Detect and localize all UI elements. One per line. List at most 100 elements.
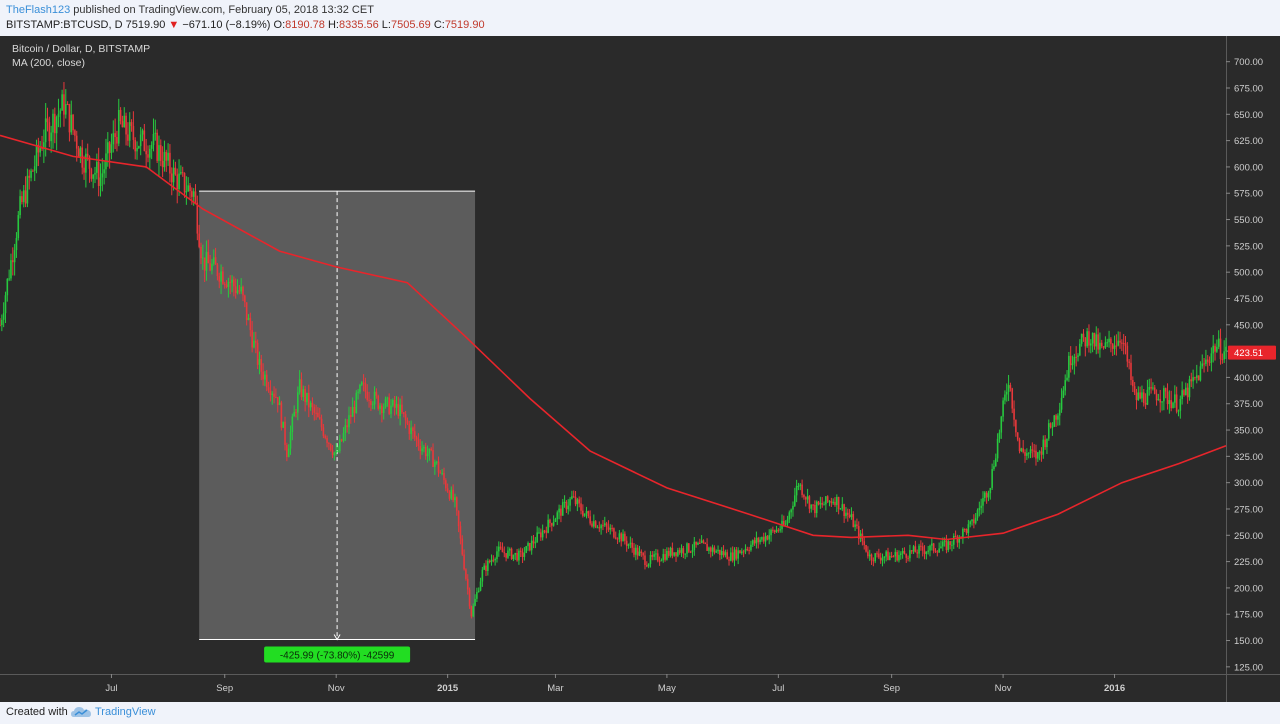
candle-body xyxy=(614,537,617,539)
candle-body xyxy=(622,533,624,542)
measure-label-text: -425.99 (-73.80%) -42599 xyxy=(280,650,395,661)
candle-body xyxy=(402,412,405,415)
candle-body xyxy=(1053,415,1056,427)
candle-body xyxy=(1130,362,1132,381)
candle-body xyxy=(273,393,275,397)
candle-body xyxy=(739,550,741,554)
candle-body xyxy=(874,553,876,562)
candle-body xyxy=(159,145,162,161)
candle-body xyxy=(1221,359,1224,361)
candle-body xyxy=(569,498,571,506)
x-tick-label: Jul xyxy=(105,683,117,694)
y-tick-label: 350.00 xyxy=(1234,426,1263,437)
candle-body xyxy=(697,542,699,545)
candle-body xyxy=(6,279,9,296)
candle-body xyxy=(1185,387,1187,395)
moving-average-line xyxy=(0,134,1227,541)
candle-body xyxy=(48,122,51,142)
y-tick-label: 550.00 xyxy=(1234,215,1263,226)
candle-body xyxy=(443,473,445,481)
publisher-line: TheFlash123 published on TradingView.com… xyxy=(6,4,374,16)
candle-body xyxy=(236,290,239,294)
candle-body xyxy=(381,405,383,414)
author-link[interactable]: TheFlash123 xyxy=(6,4,71,16)
candle-body xyxy=(225,284,228,287)
candle-body xyxy=(339,439,341,452)
candle-body xyxy=(876,553,878,555)
candle-body xyxy=(607,526,610,530)
candle-body xyxy=(715,551,718,553)
candle-body xyxy=(1086,331,1088,347)
candle-body xyxy=(1159,399,1162,403)
candle-body xyxy=(589,516,591,524)
candle-body xyxy=(97,161,100,186)
candle-body xyxy=(350,415,352,417)
candle-body xyxy=(1079,343,1081,356)
candle-body xyxy=(300,379,303,398)
candle-body xyxy=(335,451,337,453)
candle-body xyxy=(624,533,626,541)
candle-body xyxy=(410,427,412,434)
candle-body xyxy=(298,379,301,393)
candle-body xyxy=(1179,398,1182,411)
candle-body xyxy=(147,154,149,158)
candle-body xyxy=(839,508,842,510)
candle-body xyxy=(187,185,189,192)
x-tick-label: 2016 xyxy=(1104,683,1125,694)
measure-label-box xyxy=(264,646,411,663)
candle-body xyxy=(220,271,222,282)
candle-body xyxy=(119,109,122,122)
candle-body xyxy=(488,560,491,563)
chart-area[interactable]: 700.00 675.00 650.00 625.00 600.00 575.00 550.… xyxy=(0,36,1280,702)
tradingview-link[interactable]: TradingView xyxy=(95,706,156,718)
candle-body xyxy=(167,152,169,161)
candle-body xyxy=(1082,333,1085,338)
candle-body xyxy=(116,137,118,144)
candle-body xyxy=(88,156,91,169)
candle-body xyxy=(1142,392,1145,404)
candle-body xyxy=(1113,345,1116,349)
candle-body xyxy=(0,324,1,326)
candle-body xyxy=(574,496,577,505)
y-tick-label: 525.00 xyxy=(1234,241,1263,252)
candle-body xyxy=(516,552,518,561)
candle-body xyxy=(178,173,180,190)
candle-body xyxy=(1040,451,1043,455)
candle-body xyxy=(359,384,361,392)
candle-body xyxy=(1174,394,1176,403)
candle-body xyxy=(328,442,330,444)
candle-body xyxy=(832,501,834,504)
candle-body xyxy=(532,540,535,544)
candle-body xyxy=(580,503,582,511)
candle-body xyxy=(75,135,78,149)
candle-body xyxy=(613,528,615,538)
y-tick-label: 125.00 xyxy=(1234,662,1263,673)
candle-body xyxy=(653,554,655,557)
last-price: 7519.90 xyxy=(125,19,166,31)
candle-body xyxy=(399,404,401,417)
candle-body xyxy=(821,502,824,505)
candle-body xyxy=(269,390,272,396)
candle-body xyxy=(1183,390,1185,395)
candle-body xyxy=(543,530,546,532)
ma-indicator-label[interactable]: MA (200, close) xyxy=(12,57,85,69)
candle-body xyxy=(377,395,380,409)
candle-body xyxy=(101,173,104,178)
candle-body xyxy=(625,540,628,546)
candle-body xyxy=(1205,359,1207,364)
y-tick-label: 375.00 xyxy=(1234,399,1263,410)
price-chart[interactable]: 700.00 675.00 650.00 625.00 600.00 575.00 550.… xyxy=(0,36,1280,702)
candle-body xyxy=(227,281,230,287)
candle-body xyxy=(258,359,261,365)
candle-body xyxy=(620,533,623,542)
candle-body xyxy=(974,517,977,524)
candle-body xyxy=(600,525,602,529)
candle-body xyxy=(149,148,151,158)
candle-body xyxy=(282,421,285,428)
candle-body xyxy=(921,546,924,551)
candle-body xyxy=(682,548,685,554)
candle-body xyxy=(249,317,252,331)
candle-body xyxy=(834,501,836,506)
candle-body xyxy=(748,549,750,551)
candle-body xyxy=(39,148,41,153)
